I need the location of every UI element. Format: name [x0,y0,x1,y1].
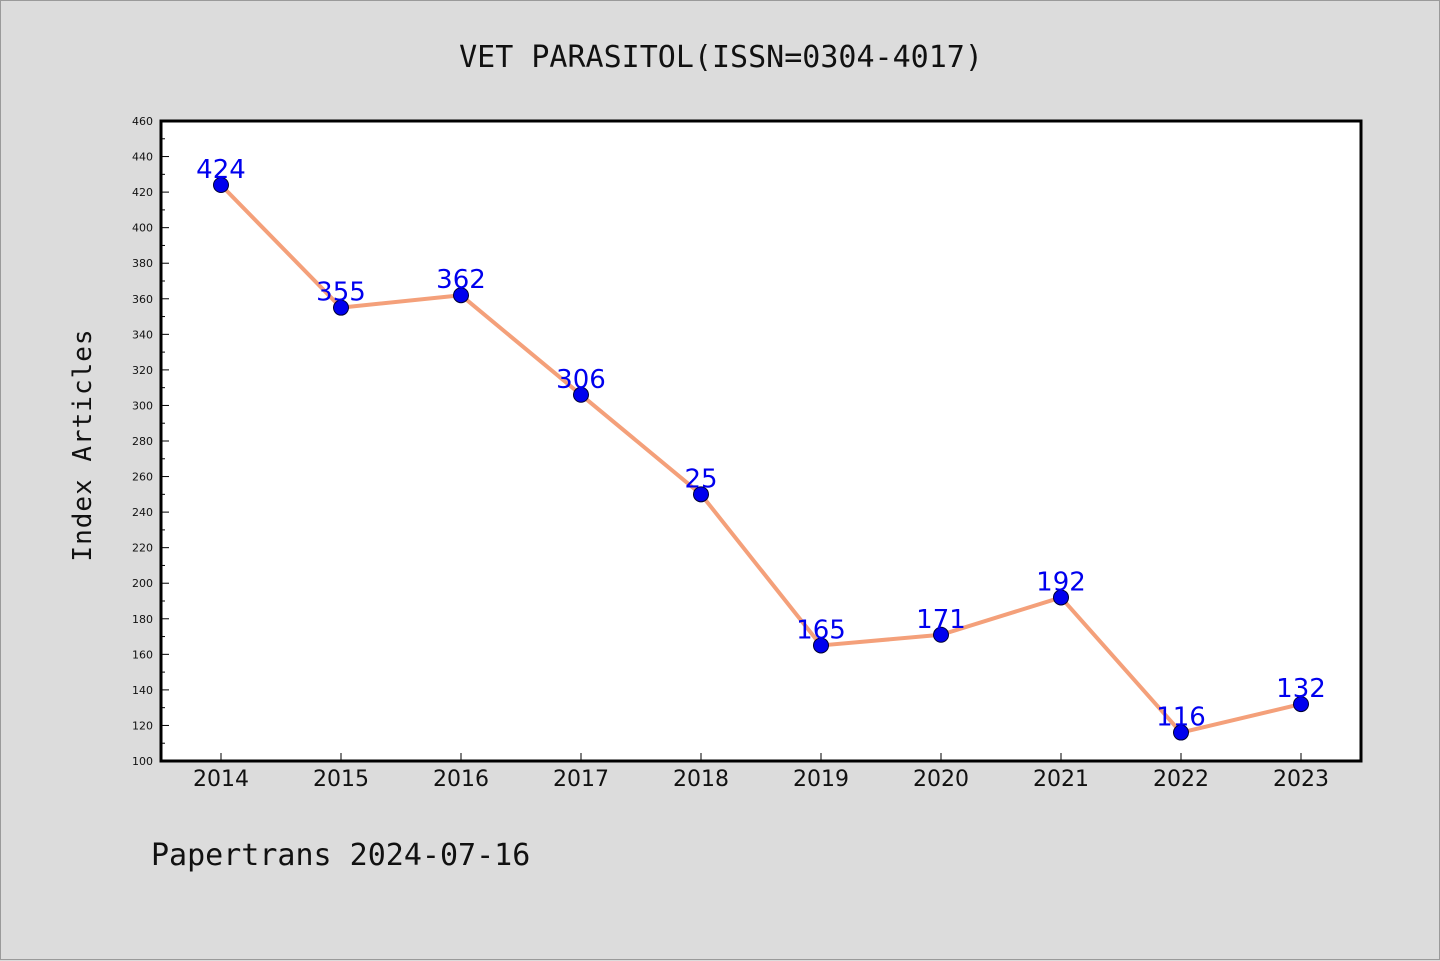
data-point [213,177,229,193]
y-tick-label: 420 [132,186,153,199]
y-tick-label: 300 [132,399,153,412]
y-tick-label: 400 [132,222,153,235]
data-label: 306 [556,365,606,395]
data-label: 165 [796,615,846,645]
x-tick-label: 2015 [313,767,369,792]
y-tick-label: 240 [132,506,153,519]
data-point [693,486,709,503]
data-point [813,637,829,654]
x-tick-label: 2014 [193,767,249,792]
y-tick-label: 320 [132,364,153,377]
series-line [219,183,1303,735]
data-point [1053,589,1069,606]
data-point [1173,724,1189,741]
x-axis: 2014 2015 2016 2017 2018 2019 2020 2021 2022 2023 [193,753,1329,792]
x-tick-label: 2016 [433,767,489,792]
data-markers [213,177,1309,741]
y-tick-label: 160 [132,648,153,661]
data-label: 192 [1036,567,1086,597]
x-tick-label: 2022 [1153,767,1209,792]
data-point [933,626,949,643]
y-axis-label: Index Articles [68,328,98,561]
data-label: 132 [1276,674,1326,704]
data-label: 424 [196,155,246,185]
data-label: 25 [684,464,717,494]
y-tick-label: 100 [132,755,153,768]
chart-title: VET PARASITOL(ISSN=0304-4017) [459,40,983,75]
y-tick-label: 200 [132,577,153,590]
footer-credit: Papertrans 2024-07-16 [151,838,530,873]
plot-area [159,119,1363,763]
x-tick-label: 2023 [1273,767,1329,792]
x-tick-label: 2021 [1033,767,1089,792]
x-tick-label: 2019 [793,767,849,792]
data-point [573,386,589,403]
x-tick-label: 2020 [913,767,969,792]
data-label: 116 [1156,703,1206,733]
y-tick-label: 260 [132,471,153,484]
series-line-group [219,183,1303,735]
y-tick-label: 220 [132,542,153,555]
data-point [1293,696,1309,713]
y-tick-label: 360 [132,293,153,306]
data-labels: 424 355 362 306 25 165 171 192 116 132 [196,155,1326,733]
y-tick-label: 180 [132,613,153,626]
y-tick-label: 440 [132,151,153,164]
y-tick-label: 120 [132,719,153,732]
y-tick-label: 280 [132,435,153,448]
data-point [333,299,349,316]
data-point [453,287,469,304]
y-axis: 100 120 140 160 180 200 220 240 260 280 300 320 340 3… [132,115,169,768]
x-tick-label: 2017 [553,767,609,792]
y-tick-label: 460 [132,115,153,128]
data-label: 171 [916,605,966,635]
x-tick-label: 2018 [673,767,729,792]
data-label: 355 [316,278,366,308]
y-tick-label: 140 [132,684,153,697]
y-tick-label: 380 [132,257,153,270]
data-label: 362 [436,265,486,295]
y-tick-label: 340 [132,328,153,341]
